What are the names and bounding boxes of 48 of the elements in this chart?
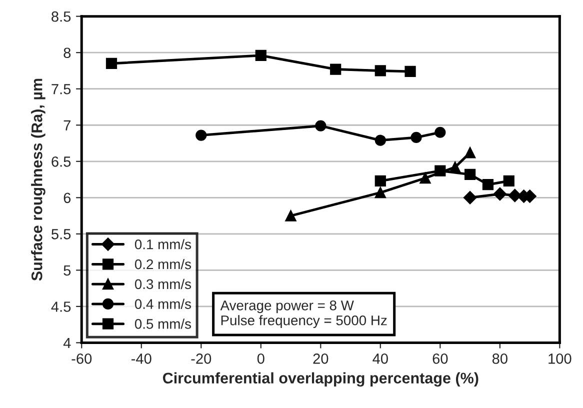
y-tick-label: 6 <box>64 192 71 204</box>
y-tick-label: 8 <box>64 48 71 58</box>
point <box>493 187 507 201</box>
y-axis-title: Surface roughness (Ra), µm <box>31 78 46 281</box>
annotation: Average power = 8 W Pulse frequency = 5000 Hz <box>220 300 387 328</box>
legend-label: 0.4 mm/s <box>134 298 192 309</box>
point <box>464 147 476 158</box>
y-tick-label: 8.5 <box>52 11 71 22</box>
y-tick-label: 5 <box>64 265 71 276</box>
point <box>374 65 386 76</box>
x-tick-label: 0 <box>257 354 264 364</box>
y-tick-label: 7.5 <box>52 84 71 94</box>
point <box>464 168 476 180</box>
point <box>315 120 326 132</box>
y-tick-label: 4.5 <box>51 302 71 312</box>
point <box>420 172 431 184</box>
point <box>374 175 386 187</box>
point <box>410 132 422 144</box>
point <box>463 191 477 204</box>
point <box>374 134 386 146</box>
point <box>503 175 514 187</box>
legend-label: 0.3 mm/s <box>134 278 192 290</box>
point <box>404 66 416 77</box>
x-tick-label: -60 <box>72 354 92 364</box>
x-tick-label: 100 <box>548 354 572 364</box>
x-axis-title: Circumferential overlapping percentage (%) <box>162 372 478 387</box>
legend-label: 0.1 mm/s <box>134 239 192 250</box>
x-tick-label: 40 <box>372 354 388 364</box>
x-tick-label: -40 <box>131 354 152 364</box>
x-tick-label: 80 <box>492 354 508 364</box>
y-tick-label: 5.5 <box>52 229 71 240</box>
point <box>285 210 296 222</box>
legend-label: 0.2 mm/s <box>134 258 192 270</box>
y-tick-label: 6.5 <box>52 156 71 167</box>
point <box>450 162 461 173</box>
x-tick-label: 60 <box>432 354 448 364</box>
point <box>196 130 207 141</box>
x-tick-label: -20 <box>191 354 212 364</box>
legend-label: 0.5 mm/s <box>134 318 192 329</box>
x-tick-label: 20 <box>313 354 328 364</box>
point <box>482 179 494 190</box>
point <box>374 187 386 198</box>
y-tick-label: 4 <box>63 338 71 348</box>
point <box>434 126 446 138</box>
point <box>106 58 118 70</box>
y-tick-label: 7 <box>64 120 70 130</box>
point <box>255 50 266 62</box>
point <box>330 64 342 75</box>
